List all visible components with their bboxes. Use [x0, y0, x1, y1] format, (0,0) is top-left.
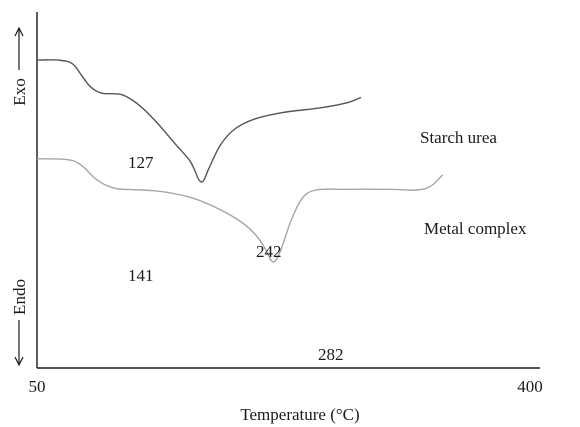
x-tick-label-max: 400 — [517, 377, 543, 396]
x-axis-label: Temperature (°C) — [240, 405, 359, 424]
ylabel-exo: Exo — [10, 78, 29, 105]
peak-label-242: 242 — [256, 242, 282, 261]
x-tick-label-min: 50 — [29, 377, 46, 396]
endo-arrow-icon — [14, 320, 24, 367]
peak-label-141: 141 — [128, 266, 154, 285]
ylabel-endo: Endo — [10, 279, 29, 315]
series-label-starch-urea: Starch urea — [420, 128, 497, 147]
peak-label-127: 127 — [128, 153, 154, 172]
series-line-starch-urea — [36, 59, 362, 183]
exo-arrow-icon — [14, 26, 24, 70]
series-label-metal-complex: Metal complex — [424, 219, 527, 238]
peak-label-282: 282 — [318, 345, 344, 364]
series-line-metal-complex — [36, 158, 444, 263]
